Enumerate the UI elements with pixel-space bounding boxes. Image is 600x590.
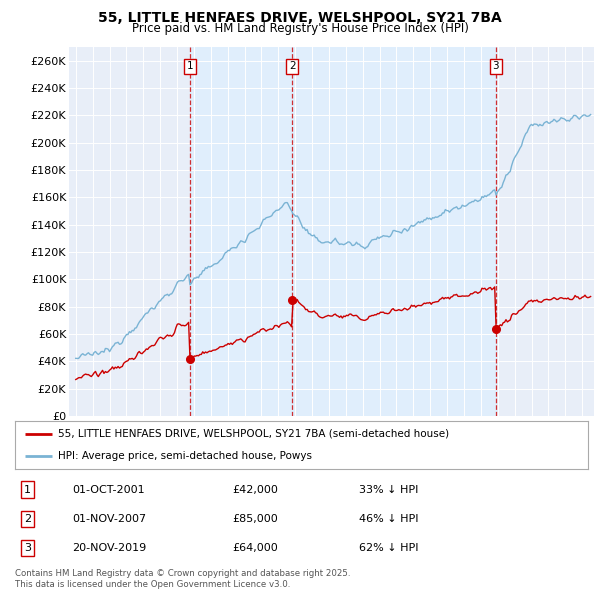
Text: Price paid vs. HM Land Registry's House Price Index (HPI): Price paid vs. HM Land Registry's House …: [131, 22, 469, 35]
Text: 01-NOV-2007: 01-NOV-2007: [73, 514, 146, 524]
Text: Contains HM Land Registry data © Crown copyright and database right 2025.
This d: Contains HM Land Registry data © Crown c…: [15, 569, 350, 589]
Text: 3: 3: [24, 543, 31, 553]
Text: 20-NOV-2019: 20-NOV-2019: [73, 543, 146, 553]
Text: 1: 1: [24, 484, 31, 494]
Text: £42,000: £42,000: [233, 484, 278, 494]
Bar: [292, 47, 496, 416]
Text: 55, LITTLE HENFAES DRIVE, WELSHPOOL, SY21 7BA: 55, LITTLE HENFAES DRIVE, WELSHPOOL, SY2…: [98, 11, 502, 25]
Text: HPI: Average price, semi-detached house, Powys: HPI: Average price, semi-detached house,…: [58, 451, 312, 461]
Text: 2: 2: [289, 61, 296, 71]
Text: 1: 1: [187, 61, 193, 71]
Text: £64,000: £64,000: [233, 543, 278, 553]
Bar: [190, 47, 292, 416]
Text: £85,000: £85,000: [233, 514, 278, 524]
Text: 55, LITTLE HENFAES DRIVE, WELSHPOOL, SY21 7BA (semi-detached house): 55, LITTLE HENFAES DRIVE, WELSHPOOL, SY2…: [58, 429, 449, 439]
Text: 01-OCT-2001: 01-OCT-2001: [73, 484, 145, 494]
Text: 62% ↓ HPI: 62% ↓ HPI: [359, 543, 418, 553]
Text: 46% ↓ HPI: 46% ↓ HPI: [359, 514, 418, 524]
Text: 3: 3: [493, 61, 499, 71]
Text: 33% ↓ HPI: 33% ↓ HPI: [359, 484, 418, 494]
Text: 2: 2: [24, 514, 31, 524]
